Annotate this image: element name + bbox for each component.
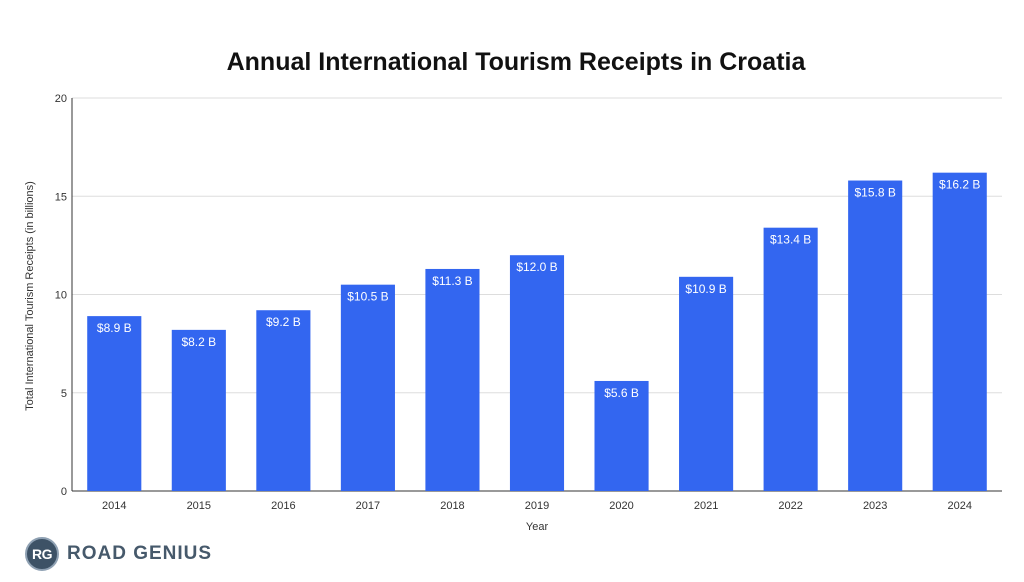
x-tick-label-2014: 2014 <box>102 500 126 512</box>
road-genius-logo: RG ROAD GENIUS <box>25 537 212 571</box>
x-axis-label: Year <box>526 521 549 533</box>
data-label-2021: $10.9 B <box>685 282 726 296</box>
x-tick-label-2023: 2023 <box>863 500 887 512</box>
bar-2017 <box>340 284 395 491</box>
data-label-2017: $10.5 B <box>347 290 388 304</box>
x-tick-label-2022: 2022 <box>778 500 802 512</box>
data-label-2024: $16.2 B <box>939 178 980 192</box>
data-label-2022: $13.4 B <box>770 233 811 247</box>
y-axis-label: Total International Tourism Receipts (in… <box>24 181 36 411</box>
data-label-2014: $8.9 B <box>97 321 132 335</box>
y-tick-label: 5 <box>61 388 67 400</box>
x-tick-label-2017: 2017 <box>356 500 380 512</box>
y-tick-label: 0 <box>61 486 67 498</box>
data-label-2020: $5.6 B <box>604 386 639 400</box>
data-label-2015: $8.2 B <box>181 335 216 349</box>
data-label-2019: $12.0 B <box>516 260 557 274</box>
bar-2020 <box>594 380 649 491</box>
y-axis-ticks: 0 5 10 15 20 <box>55 93 67 498</box>
bar-2014 <box>87 316 142 491</box>
bar-2015 <box>171 329 226 491</box>
bar-2016 <box>256 310 311 491</box>
x-tick-label-2016: 2016 <box>271 500 295 512</box>
x-tick-label-2019: 2019 <box>525 500 549 512</box>
x-tick-label-2020: 2020 <box>609 500 633 512</box>
bar-2021 <box>679 276 734 491</box>
logo-text: ROAD GENIUS <box>67 543 213 564</box>
x-tick-label-2015: 2015 <box>187 500 211 512</box>
x-tick-label-2021: 2021 <box>694 500 718 512</box>
bars: $8.9 B $8.2 B $9.2 B $10.5 B $11.3 B $12.0 B $… <box>87 172 987 492</box>
bar-2023 <box>848 180 903 491</box>
y-tick-label: 20 <box>55 93 67 105</box>
chart-title: Annual International Tourism Receipts in… <box>227 48 807 76</box>
x-tick-label-2024: 2024 <box>947 500 971 512</box>
bar-2022 <box>763 227 818 491</box>
bar-2019 <box>509 255 565 491</box>
bar-2018 <box>425 268 480 491</box>
y-tick-label: 15 <box>55 191 67 203</box>
data-label-2018: $11.3 B <box>432 274 472 288</box>
y-tick-label: 10 <box>55 290 67 302</box>
data-label-2023: $15.8 B <box>854 186 895 200</box>
bar-2024 <box>932 172 987 492</box>
data-label-2016: $9.2 B <box>266 315 301 329</box>
logo-badge: RG <box>25 537 59 571</box>
x-axis-ticks: 2014 2015 2016 2017 2018 2019 2020 2021 2022 2023… <box>102 500 972 512</box>
x-tick-label-2018: 2018 <box>440 500 464 512</box>
